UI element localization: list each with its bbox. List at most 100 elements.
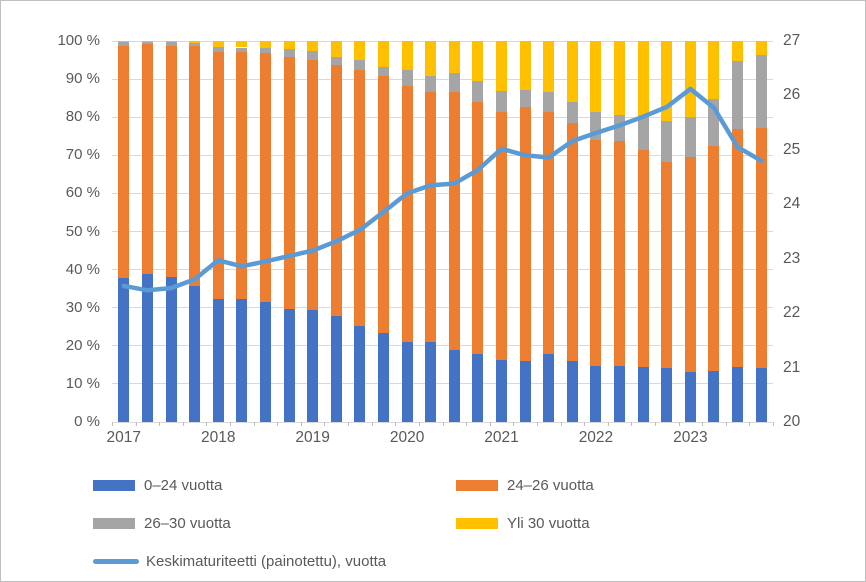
bar-segment-24–26-vuotta <box>496 112 508 361</box>
bar-segment-0–24-vuotta <box>307 310 319 422</box>
bar-2018-q4 <box>283 41 295 422</box>
bar-2023-q3 <box>732 41 744 422</box>
left-axis-label: 60 % <box>65 184 100 202</box>
bar-segment-24–26-vuotta <box>425 92 437 343</box>
bar-segment-yli-30-vuotta <box>708 41 720 100</box>
bar-segment-0–24-vuotta <box>755 367 767 422</box>
bar-segment-26–30-vuotta <box>118 42 130 46</box>
bar-segment-yli-30-vuotta <box>496 41 508 91</box>
bar-2022-q4 <box>661 41 673 422</box>
bar-segment-26–30-vuotta <box>496 90 508 113</box>
bar-segment-0–24-vuotta <box>732 367 744 422</box>
right-axis-label: 20 <box>783 413 801 430</box>
bar-segment-26–30-vuotta <box>377 67 389 77</box>
bar-segment-yli-30-vuotta <box>614 41 626 116</box>
bar-segment-0–24-vuotta <box>661 368 673 422</box>
bar-segment-24–26-vuotta <box>472 102 484 355</box>
gridline <box>112 154 773 156</box>
bar-2018-q1 <box>212 41 224 422</box>
x-axis-tick <box>418 422 420 426</box>
legend-label-24-26-vuotta: 24–26 vuotta <box>507 476 594 494</box>
legend-label-26-30-vuotta: 26–30 vuotta <box>144 514 231 532</box>
left-axis-label: 0 % <box>74 413 100 430</box>
bar-segment-0–24-vuotta <box>118 277 130 422</box>
bar-segment-26–30-vuotta <box>684 117 696 157</box>
bar-2018-q3 <box>259 41 271 422</box>
legend-item-keskimaturiteetti: Keskimaturiteetti (painotettu), vuotta <box>93 553 386 570</box>
bar-segment-yli-30-vuotta <box>543 41 555 93</box>
left-axis-label: 100 % <box>57 32 100 49</box>
bar-segment-yli-30-vuotta <box>755 41 767 55</box>
bar-segment-yli-30-vuotta <box>118 41 130 43</box>
gridline <box>112 383 773 385</box>
x-axis-tick <box>442 422 444 426</box>
x-axis-tick <box>159 422 161 426</box>
legend-item-yli-30-vuotta: Yli 30 vuotta <box>456 514 590 532</box>
left-axis-label: 80 % <box>65 108 100 126</box>
bar-segment-24–26-vuotta <box>519 106 531 361</box>
right-axis-label: 21 <box>783 358 801 376</box>
bar-segment-24–26-vuotta <box>189 46 201 286</box>
x-axis-tick <box>725 422 727 426</box>
bar-segment-yli-30-vuotta <box>590 41 602 112</box>
legend-swatch-24-26-vuotta <box>456 479 498 491</box>
x-axis-tick <box>560 422 562 426</box>
bar-segment-0–24-vuotta <box>141 274 153 422</box>
bar-segment-0–24-vuotta <box>684 371 696 422</box>
gridline <box>112 307 773 309</box>
bar-2019-q4 <box>377 41 389 422</box>
bar-2020-q1 <box>401 41 413 422</box>
bar-segment-yli-30-vuotta <box>732 41 744 61</box>
x-axis-tick <box>749 422 751 426</box>
x-axis-tick <box>631 422 633 426</box>
bar-segment-26–30-vuotta <box>141 41 153 45</box>
bar-segment-26–30-vuotta <box>189 42 201 47</box>
bar-segment-26–30-vuotta <box>330 56 342 65</box>
legend-item-0-24-vuotta: 0–24 vuotta <box>93 477 222 494</box>
bar-2022-q2 <box>614 41 626 422</box>
bar-segment-26–30-vuotta <box>354 60 366 70</box>
bar-segment-24–26-vuotta <box>165 45 177 278</box>
x-axis-tick <box>324 422 326 426</box>
bar-segment-yli-30-vuotta <box>519 41 531 90</box>
bar-segment-24–26-vuotta <box>118 45 130 278</box>
bar-segment-0–24-vuotta <box>566 361 578 422</box>
bar-segment-0–24-vuotta <box>401 342 413 422</box>
left-axis-label: 50 % <box>65 222 100 240</box>
x-axis-tick <box>678 422 680 426</box>
bar-segment-24–26-vuotta <box>732 129 744 368</box>
x-axis-year-label-2018: 2018 <box>200 429 236 446</box>
bar-segment-yli-30-vuotta <box>212 41 224 48</box>
x-axis-tick <box>536 422 538 426</box>
legend-label-yli-30-vuotta: Yli 30 vuotta <box>507 514 590 532</box>
x-axis-tick <box>371 422 373 426</box>
gridline <box>112 269 773 271</box>
bar-segment-0–24-vuotta <box>448 349 460 422</box>
x-axis-tick <box>395 422 397 426</box>
bar-2021-q2 <box>519 41 531 422</box>
bar-2017-q1 <box>118 41 130 422</box>
x-axis-tick <box>773 422 774 426</box>
x-axis-tick <box>182 422 184 426</box>
bar-segment-yli-30-vuotta <box>236 41 248 48</box>
bar-segment-26–30-vuotta <box>590 111 602 141</box>
bar-segment-24–26-vuotta <box>590 140 602 366</box>
bar-2019-q2 <box>330 41 342 422</box>
x-axis-tick <box>584 422 586 426</box>
bar-segment-0–24-vuotta <box>189 285 201 422</box>
bar-segment-yli-30-vuotta <box>307 41 319 52</box>
bar-segment-24–26-vuotta <box>448 92 460 350</box>
bar-segment-24–26-vuotta <box>377 76 389 334</box>
bar-segment-yli-30-vuotta <box>354 41 366 61</box>
bar-segment-0–24-vuotta <box>708 370 720 422</box>
bar-segment-yli-30-vuotta <box>401 41 413 70</box>
legend-line-marker-keskimaturiteetti <box>93 558 139 564</box>
bar-segment-26–30-vuotta <box>732 60 744 130</box>
bar-segment-0–24-vuotta <box>236 298 248 422</box>
bar-2023-q4 <box>755 41 767 422</box>
bar-2023-q2 <box>708 41 720 422</box>
left-axis-label: 30 % <box>65 298 100 316</box>
left-axis-label: 70 % <box>65 146 100 164</box>
right-axis-label: 22 <box>783 304 801 322</box>
bar-2018-q2 <box>236 41 248 422</box>
